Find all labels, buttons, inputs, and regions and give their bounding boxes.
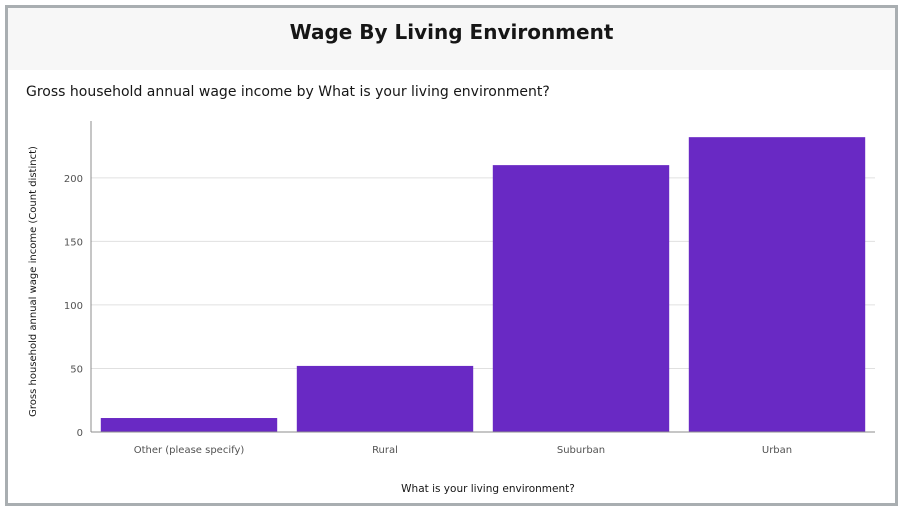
chart-panel: Gross household annual wage income by Wh… <box>8 70 895 503</box>
x-tick-label: Other (please specify) <box>134 445 245 456</box>
chart-card: Wage By Living Environment Gross househo… <box>5 5 898 506</box>
y-tick-label: 0 <box>77 428 83 439</box>
bar-urban[interactable] <box>688 137 866 432</box>
y-tick-label: 50 <box>70 364 83 375</box>
axes <box>90 121 875 433</box>
axis-labels: 0 50 100 150 200 Other (please specify) Rural S… <box>28 146 792 495</box>
card-title: Wage By Living Environment <box>289 20 614 44</box>
bar-rural[interactable] <box>296 365 474 432</box>
y-tick-label: 100 <box>64 301 83 312</box>
chart-heading: Gross household annual wage income by Wh… <box>26 84 550 100</box>
bar-chart: 0 50 100 150 200 Other (please specify) Rural S… <box>28 121 875 495</box>
x-tick-label: Urban <box>762 445 792 456</box>
y-tick-label: 150 <box>64 237 83 248</box>
card-header: Wage By Living Environment <box>8 8 895 70</box>
x-axis-title: What is your living environment? <box>401 483 575 495</box>
x-tick-label: Suburban <box>557 445 605 456</box>
y-tick-label: 200 <box>64 174 83 185</box>
bars <box>100 137 866 432</box>
y-axis-title: Gross household annual wage income (Coun… <box>28 146 39 417</box>
bar-suburban[interactable] <box>492 165 670 432</box>
x-tick-label: Rural <box>372 445 398 456</box>
bar-other-please-specify[interactable] <box>100 418 278 432</box>
